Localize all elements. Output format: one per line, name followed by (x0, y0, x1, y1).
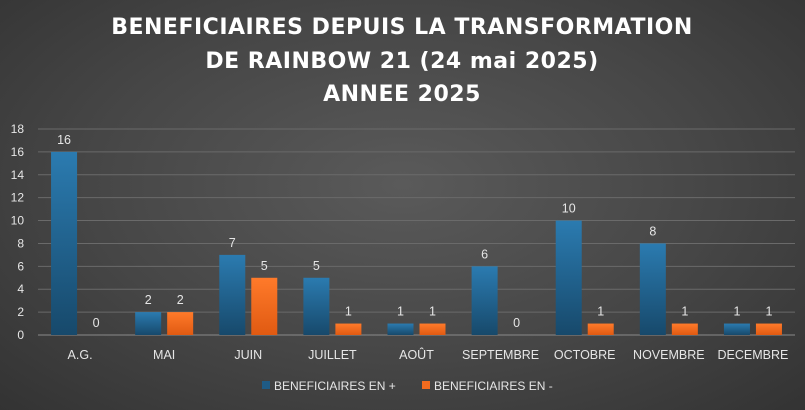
data-label-minus-8: 1 (765, 305, 772, 319)
x-tick-label: NOVEMBRE (633, 348, 705, 362)
data-label-minus-3: 1 (345, 305, 352, 319)
data-label-plus-2: 7 (229, 236, 236, 250)
x-tick-label: SEPTEMBRE (462, 348, 539, 362)
data-label-minus-6: 1 (597, 305, 604, 319)
bar-minus-6 (587, 323, 614, 335)
y-tick-label: 2 (17, 305, 24, 319)
data-label-plus-7: 8 (649, 224, 656, 238)
x-axis: A.G. MAI JUIN JUILLET AOÛT SEPTEMBRE OCTOBRE NO… (68, 347, 789, 362)
data-label-minus-2: 5 (261, 259, 268, 273)
bar-plus-1 (135, 312, 162, 335)
x-tick-label: OCTOBRE (554, 348, 616, 362)
data-label-plus-0: 16 (57, 133, 71, 147)
bar-minus-1 (167, 312, 194, 335)
data-label-minus-1: 2 (177, 293, 184, 307)
data-label-minus-7: 1 (681, 305, 688, 319)
bar-minus-8 (755, 323, 782, 335)
chart-title-line-1: BENEFICIAIRES DEPUIS LA TRANSFORMATION (111, 15, 693, 40)
bars (51, 151, 782, 335)
y-tick-label: 6 (17, 259, 24, 273)
legend-swatch-0 (262, 381, 270, 389)
data-label-plus-8: 1 (733, 305, 740, 319)
bar-minus-2 (251, 277, 278, 335)
y-tick-label: 10 (11, 214, 25, 228)
y-tick-label: 18 (11, 122, 25, 136)
bar-plus-2 (219, 254, 246, 335)
data-label-plus-5: 6 (481, 247, 488, 261)
bar-plus-4 (387, 323, 414, 335)
y-tick-label: 12 (11, 191, 25, 205)
data-label-minus-0: 0 (93, 316, 100, 330)
legend: BENEFICIAIRES EN + BENEFICIAIRES EN - (262, 379, 553, 393)
x-tick-label: MAI (153, 348, 175, 362)
y-tick-label: 16 (11, 145, 25, 159)
x-tick-label: JUILLET (308, 348, 357, 362)
bar-minus-4 (419, 323, 446, 335)
y-tick-label: 4 (17, 282, 24, 296)
bar-minus-7 (671, 323, 698, 335)
x-tick-label: JUIN (234, 348, 262, 362)
x-tick-label: A.G. (68, 348, 93, 362)
data-label-plus-1: 2 (145, 293, 152, 307)
gridlines (38, 128, 795, 336)
y-axis: 0 2 4 6 8 10 12 14 16 18 (11, 122, 25, 342)
x-tick-label: AOÛT (399, 347, 434, 362)
bar-minus-3 (335, 323, 362, 335)
data-label-minus-5: 0 (513, 316, 520, 330)
bar-plus-7 (639, 243, 666, 335)
data-label-minus-4: 1 (429, 305, 436, 319)
y-tick-label: 14 (11, 168, 25, 182)
bar-plus-6 (555, 220, 582, 335)
chart-title-line-2: DE RAINBOW 21 (24 mai 2025) (205, 49, 598, 74)
bar-plus-8 (723, 323, 750, 335)
legend-label-1: BENEFICIAIRES EN - (434, 379, 553, 393)
legend-swatch-1 (422, 381, 430, 389)
chart-title-line-3: ANNEE 2025 (323, 82, 481, 107)
x-tick-label: DECEMBRE (718, 348, 789, 362)
data-label-plus-3: 5 (313, 259, 320, 273)
legend-label-0: BENEFICIAIRES EN + (274, 379, 396, 393)
y-tick-label: 0 (17, 328, 24, 342)
y-tick-label: 8 (17, 236, 24, 250)
chart-title: BENEFICIAIRES DEPUIS LA TRANSFORMATION D… (111, 15, 693, 107)
bar-plus-5 (471, 266, 498, 335)
data-label-plus-4: 1 (397, 305, 404, 319)
bar-plus-3 (303, 277, 330, 335)
bar-plus-0 (51, 151, 78, 335)
data-label-plus-6: 10 (562, 202, 576, 216)
